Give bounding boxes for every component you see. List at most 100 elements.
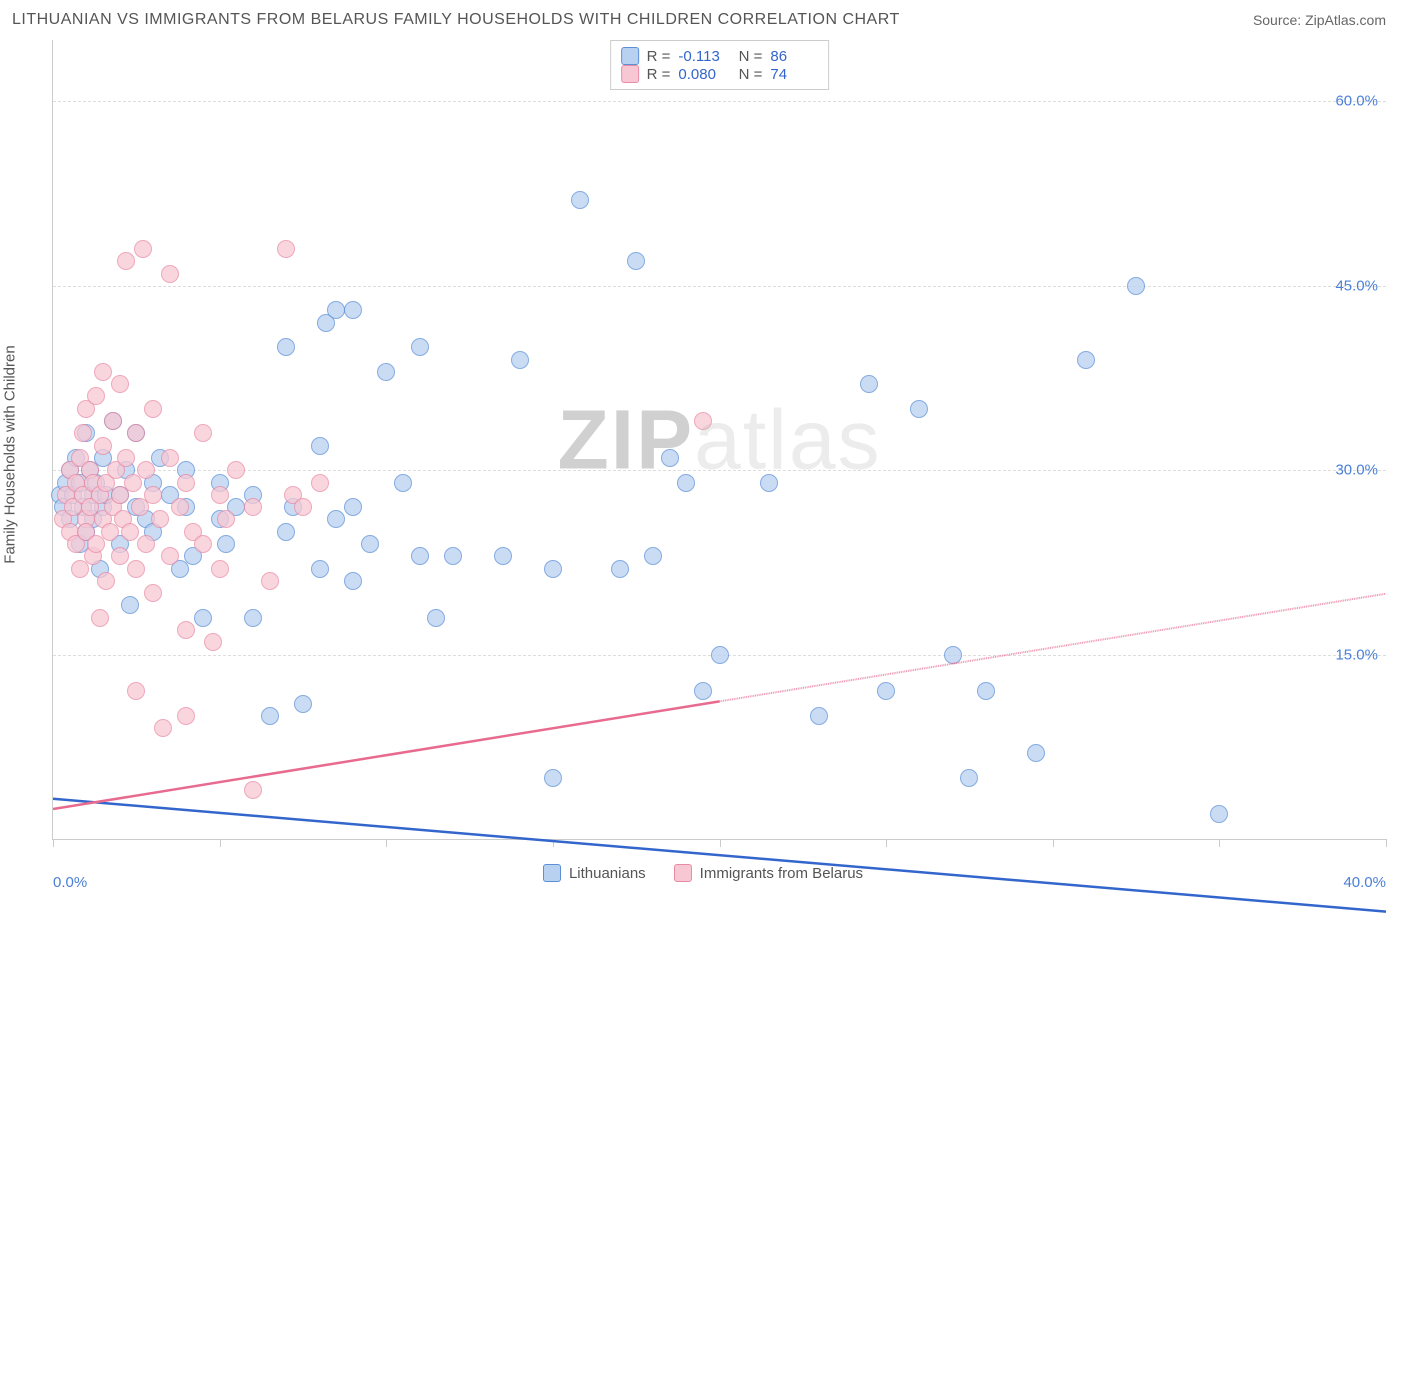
scatter-point xyxy=(394,474,412,492)
scatter-point xyxy=(121,523,139,541)
scatter-point xyxy=(860,375,878,393)
scatter-point xyxy=(137,535,155,553)
scatter-point xyxy=(244,781,262,799)
scatter-point xyxy=(311,474,329,492)
scatter-point xyxy=(117,252,135,270)
y-tick-label: 45.0% xyxy=(1335,277,1378,294)
scatter-point xyxy=(327,510,345,528)
scatter-point xyxy=(571,191,589,209)
scatter-point xyxy=(344,498,362,516)
scatter-point xyxy=(511,351,529,369)
chart-plot-area: 15.0%30.0%45.0%60.0%0.0%40.0% ZIPatlas R… xyxy=(52,40,1386,840)
scatter-point xyxy=(311,560,329,578)
y-tick-label: 60.0% xyxy=(1335,93,1378,110)
scatter-point xyxy=(161,547,179,565)
scatter-point xyxy=(760,474,778,492)
scatter-point xyxy=(544,769,562,787)
x-tick xyxy=(53,839,54,847)
scatter-point xyxy=(127,424,145,442)
gridline-h xyxy=(53,470,1386,471)
scatter-point xyxy=(344,301,362,319)
scatter-point xyxy=(427,609,445,627)
scatter-point xyxy=(977,682,995,700)
scatter-point xyxy=(411,547,429,565)
scatter-point xyxy=(261,572,279,590)
scatter-point xyxy=(1027,744,1045,762)
y-tick-label: 30.0% xyxy=(1335,462,1378,479)
x-tick xyxy=(886,839,887,847)
scatter-point xyxy=(544,560,562,578)
n-value-1: 86 xyxy=(770,48,818,65)
scatter-point xyxy=(277,338,295,356)
scatter-point xyxy=(294,695,312,713)
legend-swatch-2 xyxy=(674,864,692,882)
scatter-point xyxy=(1210,805,1228,823)
x-tick xyxy=(1053,839,1054,847)
gridline-h xyxy=(53,286,1386,287)
scatter-point xyxy=(361,535,379,553)
scatter-point xyxy=(211,486,229,504)
legend-item-1: Lithuanians xyxy=(543,864,646,882)
r-value-2: 0.080 xyxy=(678,66,726,83)
scatter-point xyxy=(171,498,189,516)
scatter-point xyxy=(711,646,729,664)
y-tick-label: 15.0% xyxy=(1335,646,1378,663)
x-tick xyxy=(720,839,721,847)
scatter-point xyxy=(204,633,222,651)
scatter-point xyxy=(94,363,112,381)
legend-item-2: Immigrants from Belarus xyxy=(674,864,863,882)
y-axis-label: Family Households with Children xyxy=(2,345,19,563)
scatter-point xyxy=(121,596,139,614)
scatter-point xyxy=(87,387,105,405)
scatter-point xyxy=(627,252,645,270)
scatter-point xyxy=(877,682,895,700)
series-swatch-1 xyxy=(621,47,639,65)
scatter-point xyxy=(161,265,179,283)
scatter-point xyxy=(177,707,195,725)
scatter-point xyxy=(277,240,295,258)
scatter-point xyxy=(644,547,662,565)
scatter-point xyxy=(97,572,115,590)
scatter-point xyxy=(661,449,679,467)
scatter-point xyxy=(944,646,962,664)
scatter-point xyxy=(144,400,162,418)
scatter-point xyxy=(960,769,978,787)
scatter-point xyxy=(1077,351,1095,369)
scatter-point xyxy=(444,547,462,565)
scatter-point xyxy=(104,412,122,430)
scatter-point xyxy=(134,240,152,258)
stats-row-2: R = 0.080 N = 74 xyxy=(621,65,819,83)
scatter-point xyxy=(311,437,329,455)
bottom-legend: Lithuanians Immigrants from Belarus xyxy=(0,864,1406,882)
scatter-point xyxy=(94,437,112,455)
correlation-stats-box: R = -0.113 N = 86 R = 0.080 N = 74 xyxy=(610,40,830,90)
x-tick xyxy=(386,839,387,847)
scatter-point xyxy=(211,560,229,578)
scatter-point xyxy=(244,609,262,627)
scatter-point xyxy=(194,424,212,442)
chart-title: LITHUANIAN VS IMMIGRANTS FROM BELARUS FA… xyxy=(12,11,900,29)
scatter-point xyxy=(494,547,512,565)
legend-label-1: Lithuanians xyxy=(569,865,646,882)
scatter-point xyxy=(154,719,172,737)
scatter-point xyxy=(810,707,828,725)
scatter-point xyxy=(177,474,195,492)
series-swatch-2 xyxy=(621,65,639,83)
scatter-point xyxy=(694,682,712,700)
x-tick xyxy=(1386,839,1387,847)
scatter-point xyxy=(177,621,195,639)
gridline-h xyxy=(53,101,1386,102)
scatter-point xyxy=(74,424,92,442)
scatter-point xyxy=(1127,277,1145,295)
scatter-point xyxy=(344,572,362,590)
scatter-point xyxy=(137,461,155,479)
scatter-point xyxy=(327,301,345,319)
legend-swatch-1 xyxy=(543,864,561,882)
scatter-point xyxy=(217,535,235,553)
scatter-point xyxy=(377,363,395,381)
scatter-point xyxy=(144,486,162,504)
scatter-point xyxy=(611,560,629,578)
scatter-point xyxy=(261,707,279,725)
legend-label-2: Immigrants from Belarus xyxy=(700,865,863,882)
scatter-point xyxy=(91,609,109,627)
